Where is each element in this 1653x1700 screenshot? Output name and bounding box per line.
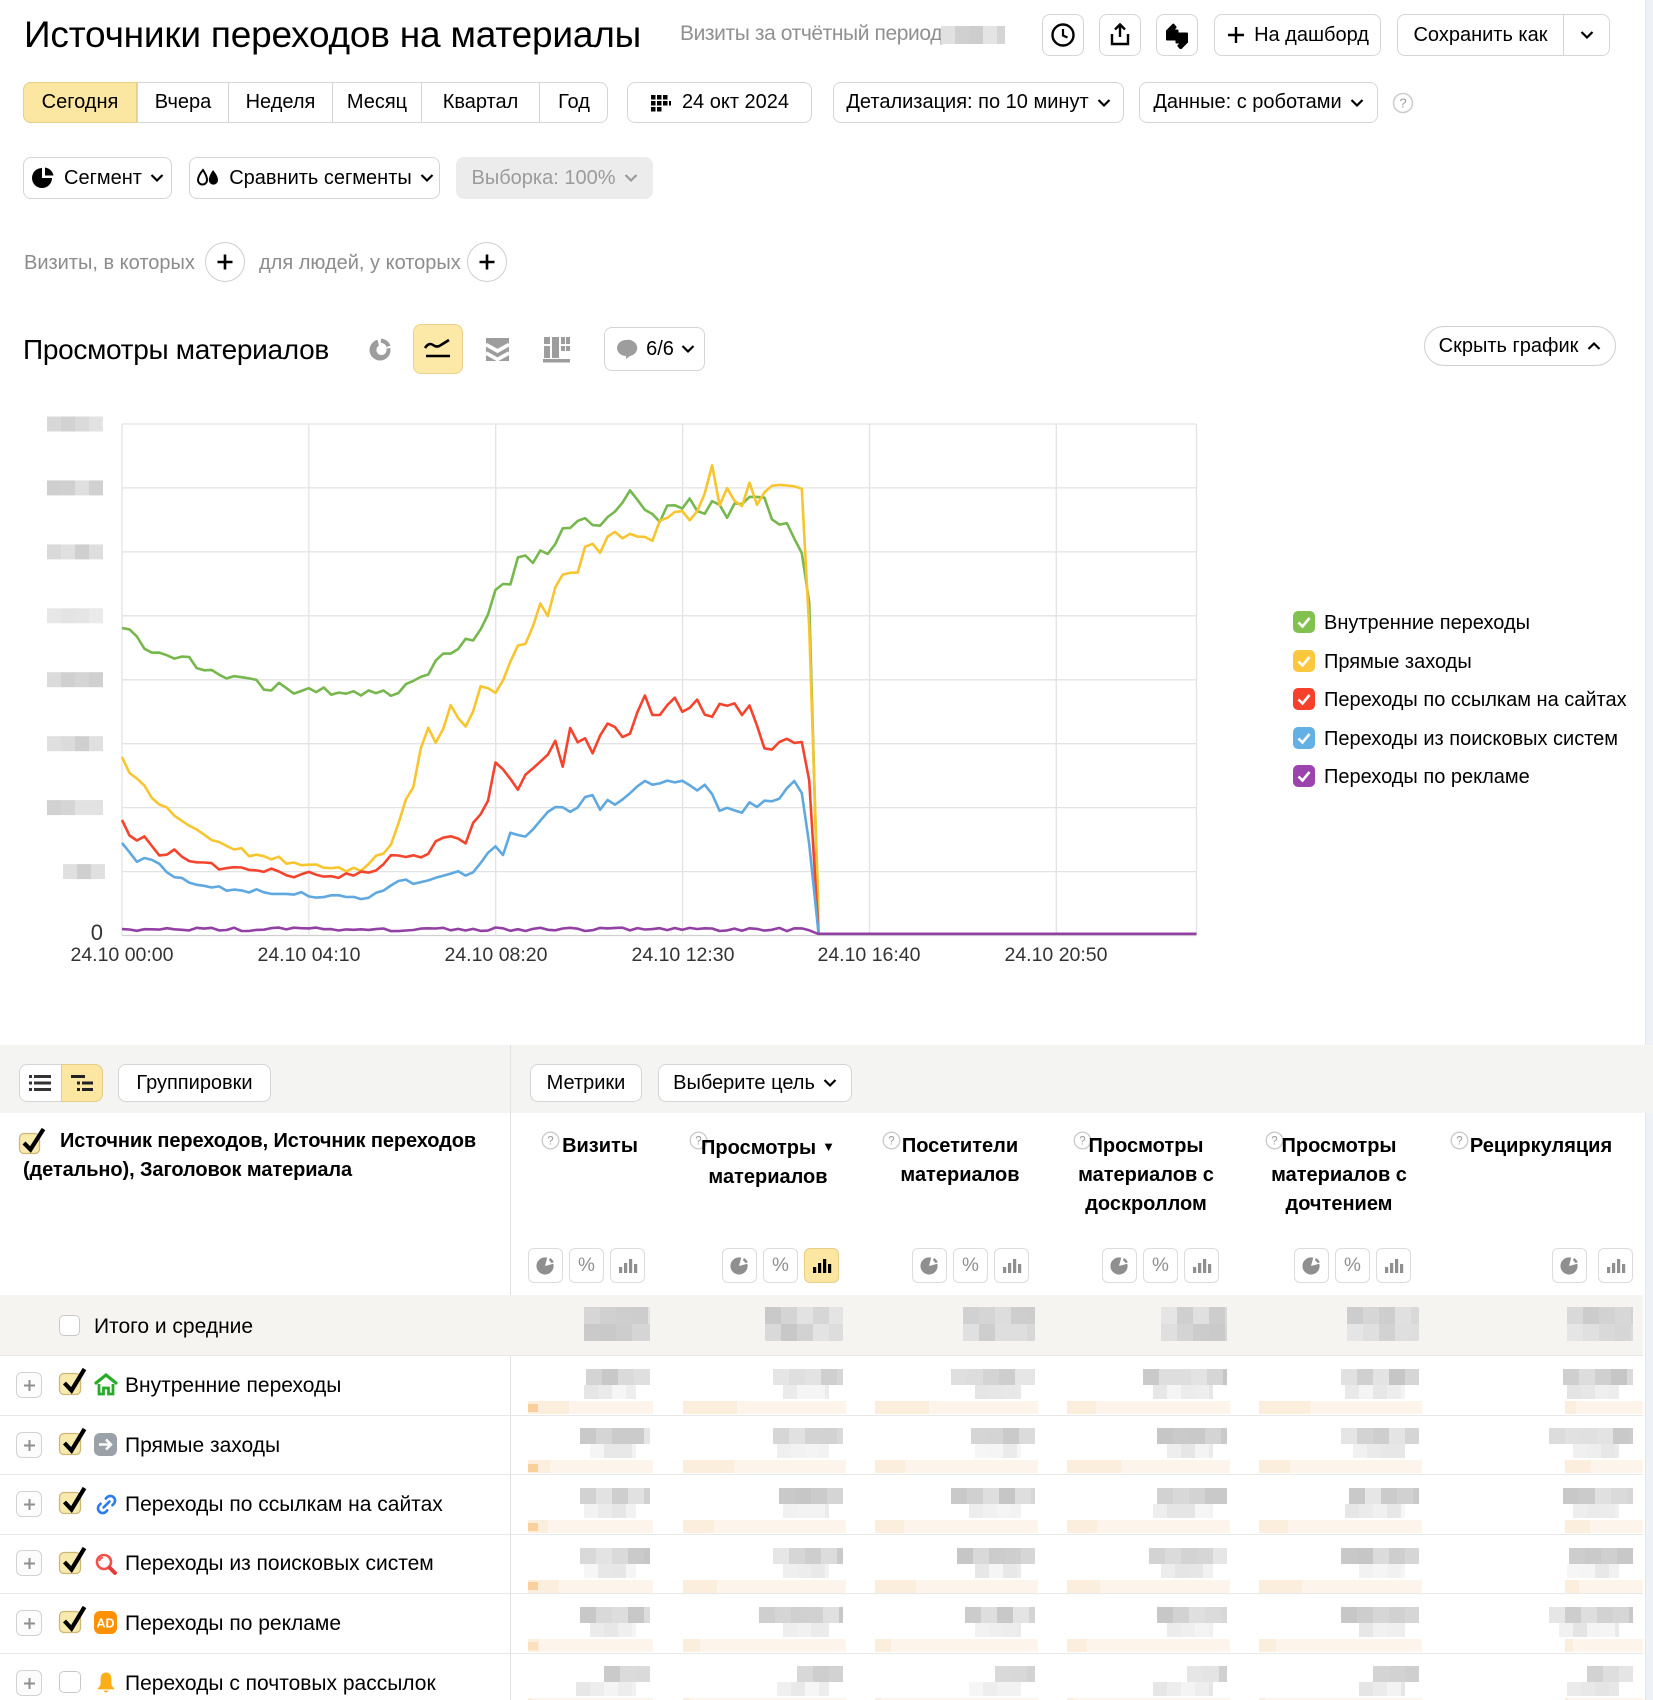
svg-text:24.10 12:30: 24.10 12:30: [631, 944, 734, 966]
svg-text:24.10 04:10: 24.10 04:10: [257, 944, 360, 966]
svg-text:AD: AD: [96, 1617, 114, 1631]
svg-text:?: ?: [1399, 96, 1406, 111]
svg-text:24.10 00:00: 24.10 00:00: [70, 944, 173, 966]
svg-text:?: ?: [888, 1136, 894, 1148]
svg-text:24.10 20:50: 24.10 20:50: [1004, 944, 1107, 966]
svg-text:0: 0: [91, 920, 103, 945]
svg-text:24.10 08:20: 24.10 08:20: [444, 944, 547, 966]
svg-text:?: ?: [1456, 1136, 1462, 1148]
svg-text:?: ?: [695, 1136, 701, 1148]
svg-text:?: ?: [1079, 1136, 1085, 1148]
svg-text:?: ?: [547, 1136, 553, 1148]
svg-text:?: ?: [1271, 1136, 1277, 1148]
svg-text:24.10 16:40: 24.10 16:40: [817, 944, 920, 966]
